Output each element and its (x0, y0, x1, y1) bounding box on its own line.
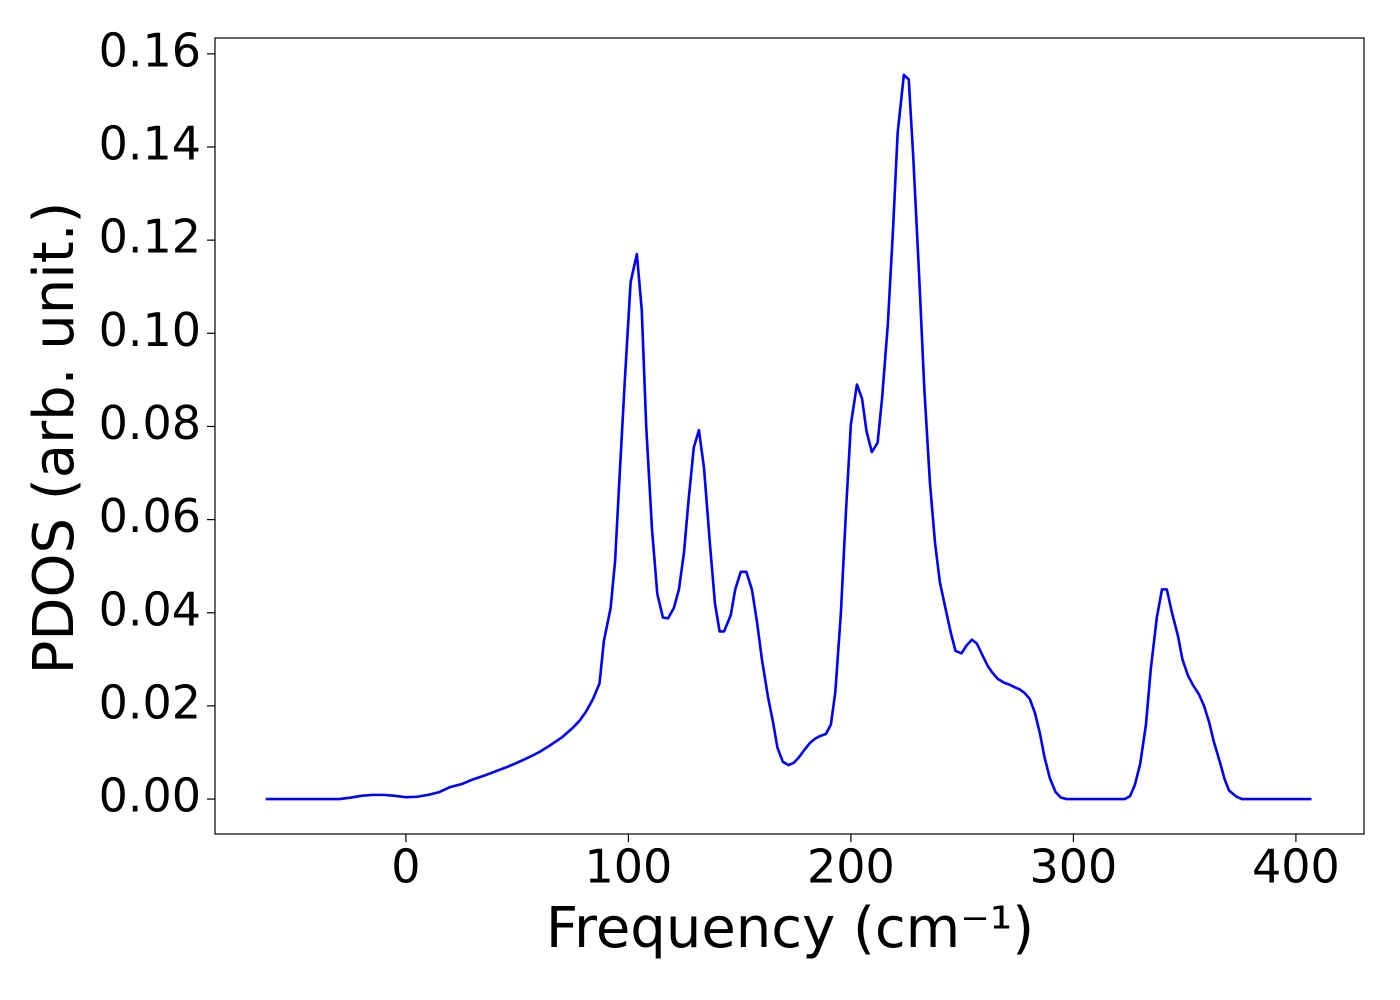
y-tick-label: 0.12 (99, 210, 201, 264)
y-tick-label: 0.10 (99, 303, 201, 357)
y-tick-label: 0.08 (99, 396, 201, 450)
y-tick-label: 0.16 (99, 23, 201, 77)
y-tick-label: 0.02 (99, 675, 201, 729)
x-tick-label: 400 (1252, 840, 1340, 894)
y-tick-label: 0.00 (99, 769, 201, 823)
x-tick-label: 300 (1030, 840, 1118, 894)
data-line (265, 73, 1312, 801)
y-tick-label: 0.04 (99, 582, 201, 636)
y-axis-label: PDOS (arb. unit.) (22, 202, 87, 675)
x-axis-label: Frequency (cm⁻¹) (546, 896, 1034, 961)
x-tick-label: 100 (585, 840, 673, 894)
plot-frame (214, 37, 1365, 835)
x-tick-label: 200 (807, 840, 895, 894)
x-tick-label: 0 (391, 840, 420, 894)
y-tick-label: 0.06 (99, 489, 201, 543)
y-tick-label: 0.14 (99, 116, 201, 170)
